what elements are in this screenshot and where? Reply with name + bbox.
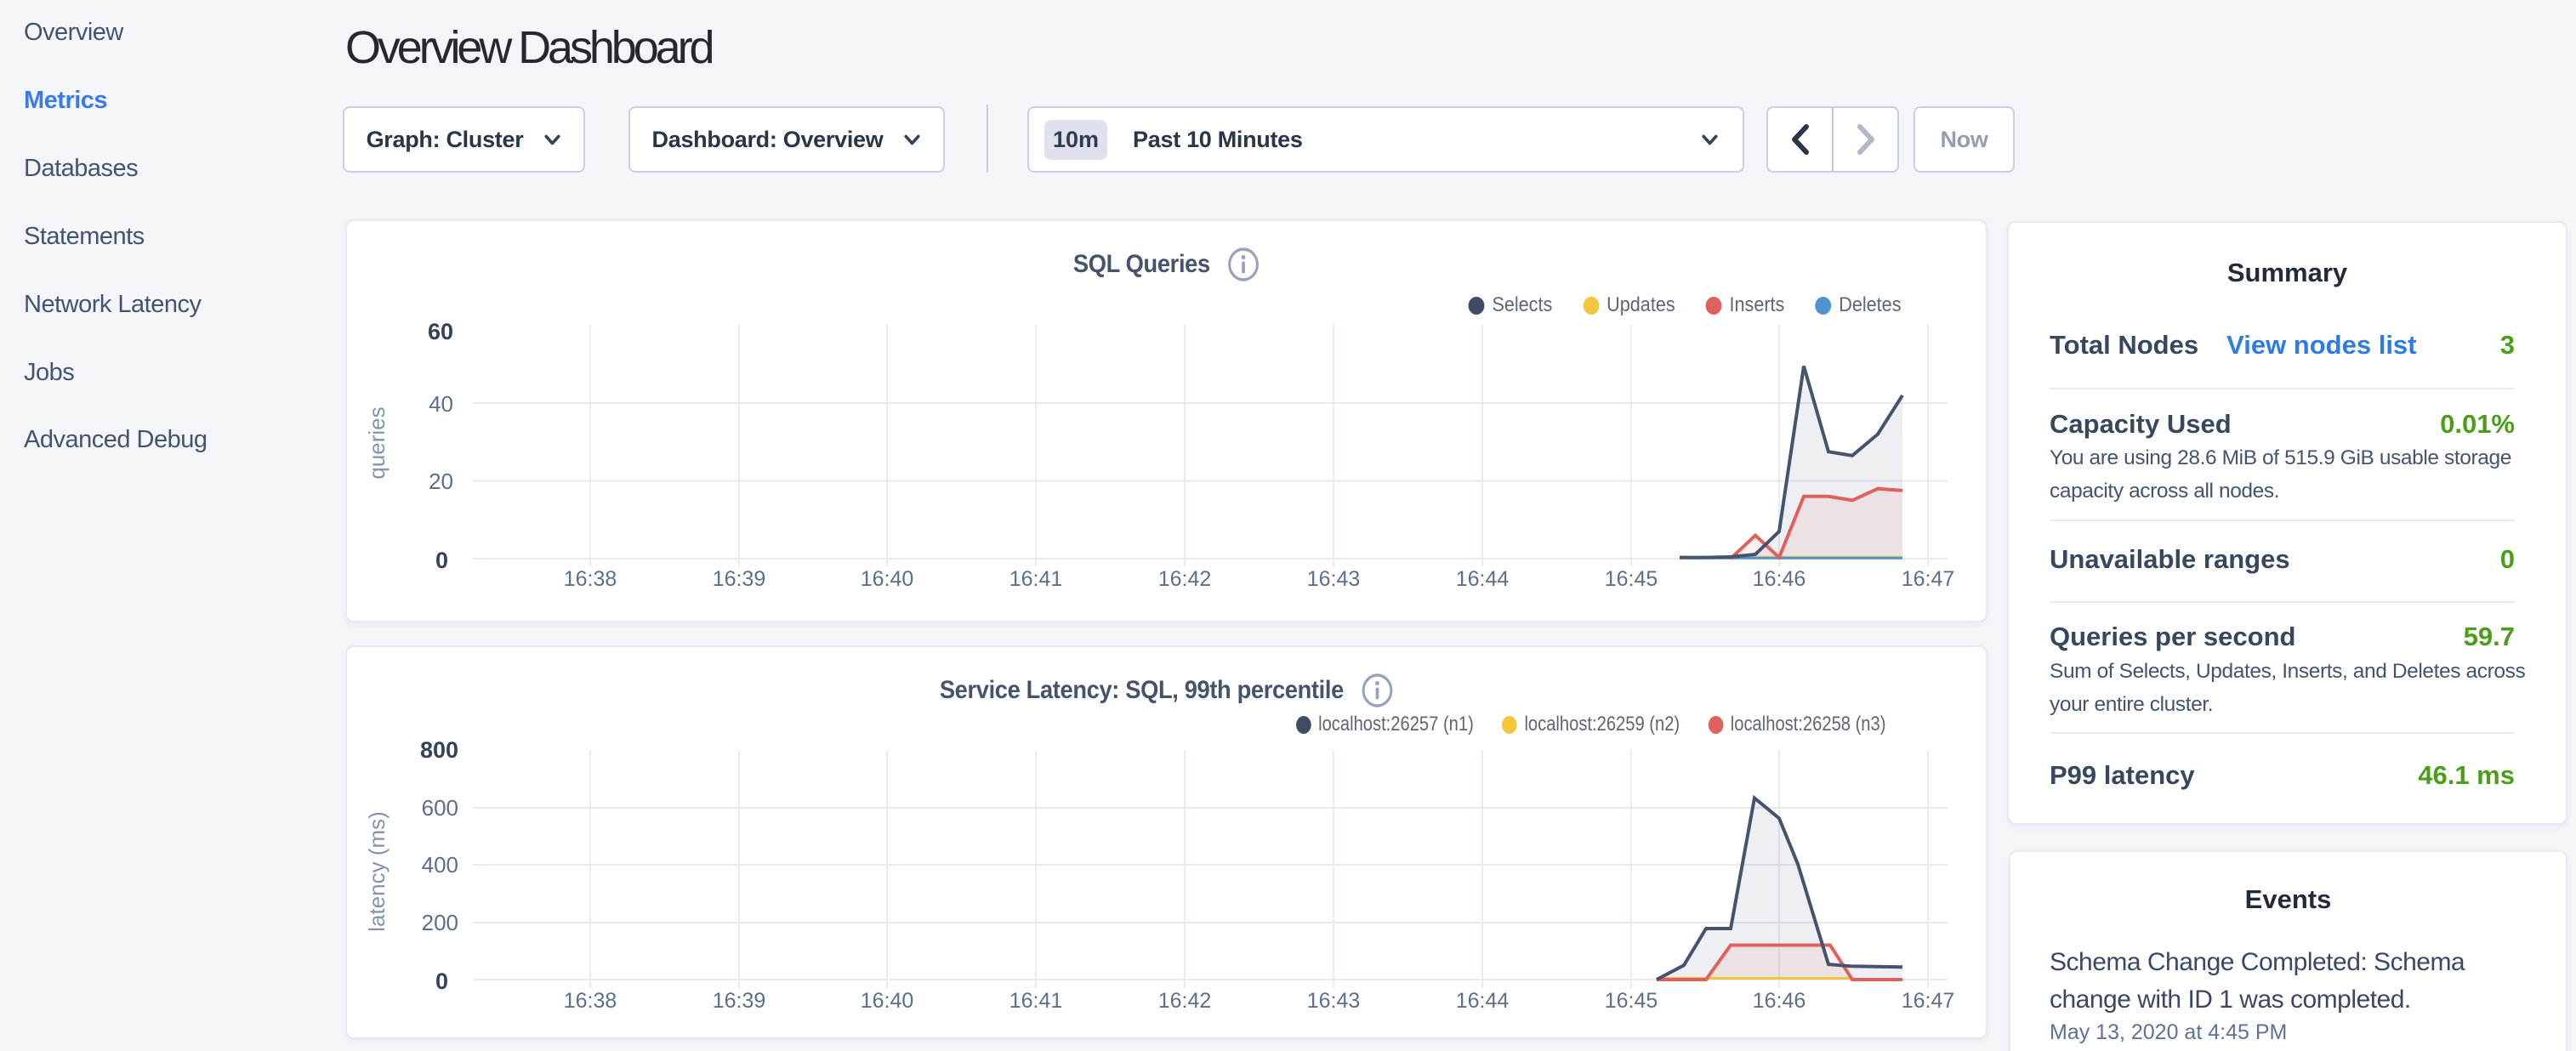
svg-text:16:46: 16:46 — [1753, 989, 1806, 1013]
svg-text:16:42: 16:42 — [1158, 989, 1212, 1013]
svg-text:16:44: 16:44 — [1456, 567, 1510, 591]
svg-text:800: 800 — [420, 737, 458, 763]
svg-text:0: 0 — [435, 548, 448, 573]
svg-text:16:39: 16:39 — [713, 567, 766, 591]
svg-text:16:43: 16:43 — [1307, 989, 1361, 1013]
svg-text:16:40: 16:40 — [861, 567, 914, 591]
svg-text:16:41: 16:41 — [1009, 989, 1063, 1013]
svg-text:16:38: 16:38 — [564, 567, 617, 591]
svg-text:16:46: 16:46 — [1753, 567, 1806, 591]
svg-text:600: 600 — [422, 795, 458, 821]
svg-text:200: 200 — [422, 910, 458, 935]
svg-text:16:38: 16:38 — [564, 989, 617, 1013]
svg-text:queries: queries — [364, 406, 390, 479]
svg-text:16:44: 16:44 — [1456, 989, 1510, 1013]
svg-text:16:47: 16:47 — [1902, 567, 1955, 591]
svg-text:16:39: 16:39 — [713, 989, 766, 1013]
svg-text:16:42: 16:42 — [1158, 567, 1212, 591]
svg-text:20: 20 — [429, 469, 453, 494]
svg-text:16:41: 16:41 — [1009, 567, 1063, 591]
svg-text:16:40: 16:40 — [861, 989, 914, 1013]
svg-text:latency (ms): latency (ms) — [364, 811, 390, 932]
svg-text:400: 400 — [422, 852, 458, 878]
svg-text:40: 40 — [429, 391, 453, 417]
svg-text:16:43: 16:43 — [1307, 567, 1361, 591]
svg-text:16:45: 16:45 — [1605, 989, 1658, 1013]
svg-text:16:47: 16:47 — [1902, 989, 1955, 1013]
svg-text:60: 60 — [428, 319, 453, 344]
svg-text:0: 0 — [435, 969, 448, 994]
svg-text:16:45: 16:45 — [1605, 567, 1658, 591]
